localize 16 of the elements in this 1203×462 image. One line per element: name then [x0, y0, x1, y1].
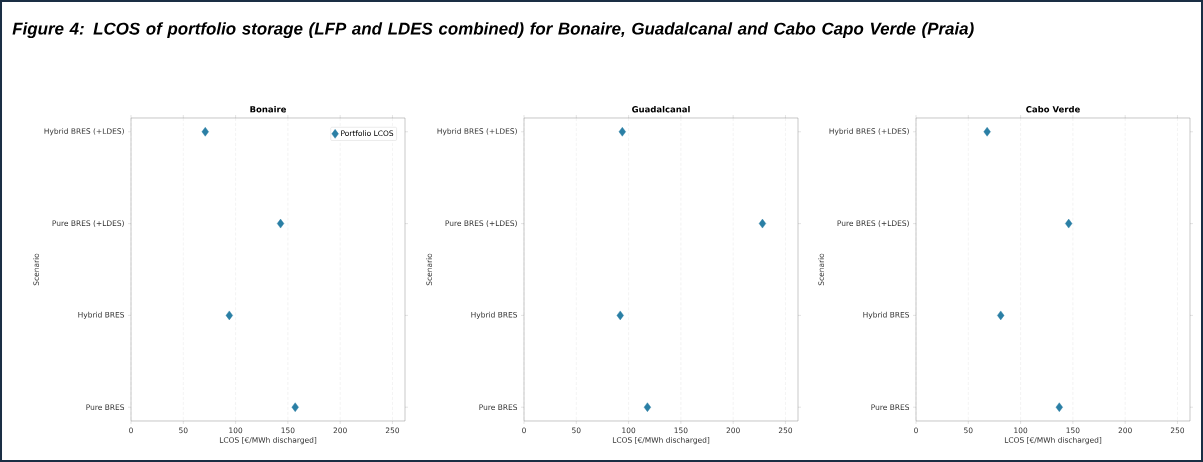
point [1055, 402, 1063, 412]
point [997, 310, 1005, 321]
point [1065, 218, 1073, 229]
point [758, 218, 767, 229]
point [643, 402, 651, 412]
point [616, 310, 624, 321]
point [201, 127, 209, 137]
text: Figure 4: LCOS of portfolio storage (LFP and LDES combined) for Bonaire, Guadalcanal and Cabo Capo Verde (Praia) [12, 22, 974, 38]
chart-title: Guadalcanal [632, 105, 690, 113]
point [618, 127, 626, 137]
chart-title: Cabo Verde [1026, 105, 1080, 113]
point [225, 310, 233, 321]
chart-title: Bonaire [250, 105, 287, 113]
point [276, 218, 285, 229]
point [291, 402, 299, 412]
point [983, 127, 991, 137]
